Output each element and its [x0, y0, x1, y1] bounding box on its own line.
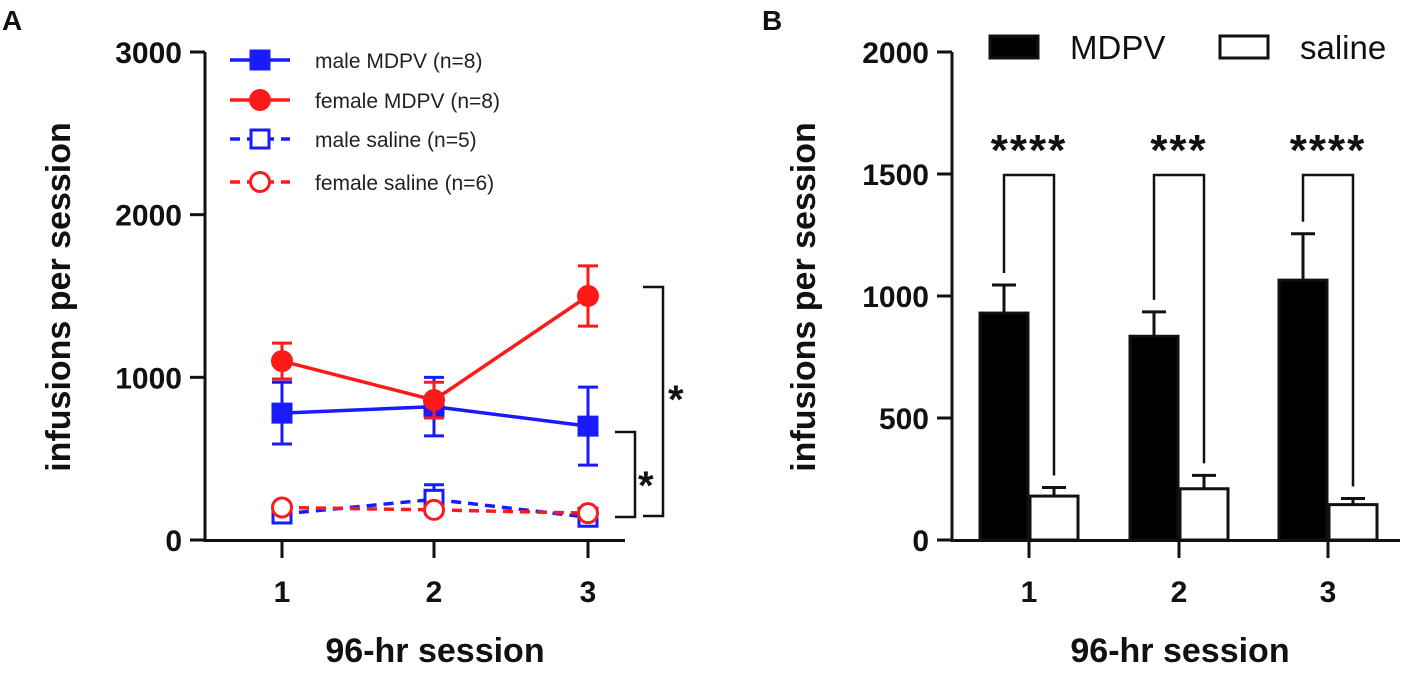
panel-a-x-axis-title: 96-hr session — [325, 632, 544, 670]
data-point — [577, 502, 599, 525]
panel-b-significance: **** *** **** — [991, 126, 1367, 487]
sig-bracket — [1152, 173, 1206, 464]
y-tick-label: 0 — [165, 525, 182, 558]
legend-item: saline — [1218, 29, 1386, 66]
panel-b-x-axis-title: 96-hr session — [1070, 632, 1289, 670]
bar-mdpv — [978, 311, 1030, 542]
series-line — [281, 497, 589, 519]
sig-star-mdpv: * — [668, 378, 684, 422]
legend-label: male MDPV (n=8) — [315, 50, 482, 73]
x-tick-label: 3 — [580, 576, 597, 609]
x-tick-label: 2 — [426, 576, 443, 609]
legend-label: MDPV — [1070, 29, 1165, 66]
legend-label: saline — [1300, 29, 1386, 66]
y-tick-label: 3000 — [115, 37, 182, 70]
legend-item: male MDPV (n=8) — [230, 49, 482, 73]
x-tick-label: 1 — [1021, 576, 1038, 609]
y-tick-label: 2000 — [862, 37, 929, 70]
legend-swatch — [988, 34, 1040, 60]
series-female-mdpv-n-8- — [271, 264, 599, 420]
sig-bracket-saline — [615, 430, 637, 519]
panel-a-y-axis-title: infusions per session — [40, 122, 78, 472]
data-point — [271, 402, 293, 424]
sig-bracket — [1301, 173, 1355, 487]
sig-stars: **** — [1290, 126, 1367, 175]
panel-b-legend: MDPV saline — [988, 29, 1386, 66]
legend-item: MDPV — [988, 29, 1165, 66]
panel-b-label: B — [762, 5, 782, 36]
panel-a-y-ticks: 0 1000 2000 3000 — [115, 37, 205, 558]
data-point — [423, 389, 445, 412]
sig-bracket-mdpv — [643, 285, 665, 518]
bar-mdpv — [1277, 278, 1329, 542]
y-tick-label: 1000 — [115, 362, 182, 395]
data-point — [271, 496, 293, 519]
series-female-saline-n-6- — [271, 496, 599, 525]
panel-a-label: A — [2, 5, 22, 36]
panel-b: B 0 500 1000 1500 2000 1 2 3 infusions per ses… — [762, 5, 1400, 670]
panel-a-series — [271, 264, 599, 528]
panel-b-bars — [978, 232, 1379, 542]
sig-stars: *** — [1150, 126, 1207, 175]
legend-label: female saline (n=6) — [315, 172, 494, 195]
data-point — [577, 415, 599, 437]
data-point — [271, 350, 293, 373]
bar-saline — [1327, 503, 1379, 542]
y-tick-label: 0 — [912, 525, 929, 558]
bar-saline — [1028, 494, 1080, 542]
legend-marker — [249, 171, 271, 193]
panel-a: A 0 1000 2000 3000 1 2 3 infusions per sessio… — [2, 5, 684, 670]
legend-item: female MDPV (n=8) — [230, 89, 500, 113]
sig-bracket — [1002, 173, 1056, 476]
panel-a-significance: * * — [615, 285, 684, 519]
panel-a-x-ticks: 1 2 3 — [274, 540, 597, 609]
legend-label: male saline (n=5) — [315, 129, 477, 152]
y-tick-label: 1500 — [862, 159, 929, 192]
panel-b-y-ticks: 0 500 1000 1500 2000 — [862, 37, 952, 558]
y-tick-label: 1000 — [862, 281, 929, 314]
sig-stars: **** — [991, 126, 1068, 175]
x-tick-label: 3 — [1320, 576, 1337, 609]
legend-marker — [249, 49, 271, 71]
legend-item: male saline (n=5) — [230, 128, 477, 152]
y-tick-label: 500 — [879, 403, 929, 436]
legend-marker — [249, 128, 271, 150]
sig-star-saline: * — [638, 464, 654, 508]
data-point — [577, 285, 599, 307]
legend-item: female saline (n=6) — [230, 171, 494, 195]
bar-saline — [1178, 487, 1230, 542]
x-tick-label: 1 — [274, 576, 291, 609]
data-point — [423, 498, 445, 521]
legend-marker — [249, 89, 271, 111]
panel-a-legend: male MDPV (n=8) female MDPV (n=8) male sal… — [230, 49, 500, 195]
panel-b-y-axis-title: infusions per session — [785, 122, 823, 472]
legend-label: female MDPV (n=8) — [315, 90, 500, 113]
legend-swatch — [1218, 34, 1270, 60]
panel-b-x-ticks: 1 2 3 — [1021, 540, 1337, 609]
x-tick-label: 2 — [1171, 576, 1188, 609]
bar-mdpv — [1128, 334, 1180, 542]
y-tick-label: 2000 — [115, 200, 182, 233]
